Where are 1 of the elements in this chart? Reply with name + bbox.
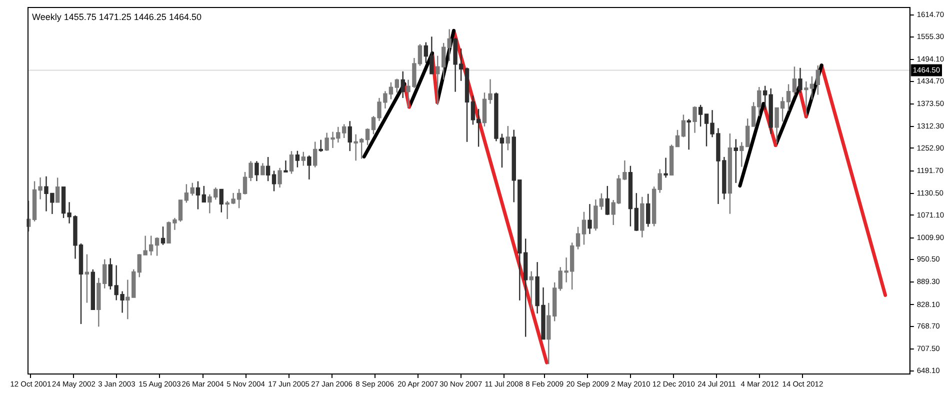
text: Weekly 1455.75 1471.25 1446.25 1464.50 (32, 12, 202, 22)
